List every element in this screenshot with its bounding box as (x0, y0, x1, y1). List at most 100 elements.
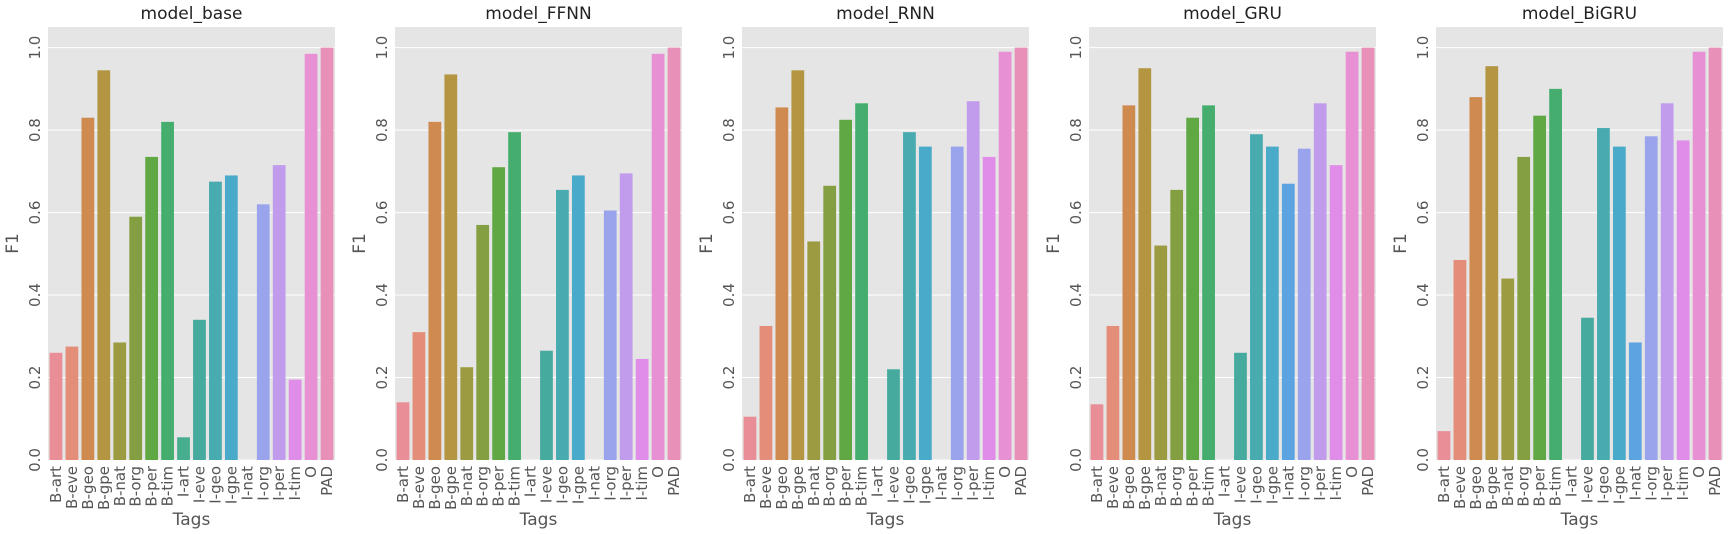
bar-I-org (1297, 148, 1311, 460)
bar-O (304, 53, 318, 461)
x-tick-label: O (1343, 466, 1361, 478)
x-tick-label: O (302, 466, 320, 478)
x-tick-label: I-tim (1674, 466, 1692, 501)
x-tick-label: B-tim (506, 466, 524, 506)
y-tick-label: 1.0 (373, 36, 391, 60)
bar-I-tim (635, 358, 649, 460)
x-tick-label: B-geo (1120, 466, 1138, 510)
x-tick-label: I-nat (585, 466, 603, 501)
x-tick-label: I-tim (633, 466, 651, 501)
bar-B-per (1186, 117, 1200, 460)
x-tick-label: I-geo (553, 466, 571, 504)
x-tick-label: I-gpe (916, 466, 934, 504)
bar-B-per (145, 156, 159, 460)
bar-I-geo (1250, 134, 1263, 460)
bar-B-org (823, 185, 837, 460)
x-tick-label: I-eve (884, 466, 902, 503)
x-tick-label: B-nat (805, 466, 823, 506)
x-tick-label: B-tim (853, 466, 871, 506)
y-tick-label: 0.6 (1067, 201, 1085, 225)
y-axis-label: F1 (1391, 233, 1411, 254)
y-tick-label: 0.4 (373, 283, 391, 307)
chart-panel-model_RNN: 0.00.20.40.60.81.0B-artB-eveB-geoB-gpeB-… (697, 4, 1030, 530)
x-tick-label: B-art (1088, 466, 1106, 503)
x-tick-label: I-eve (1231, 466, 1249, 503)
bar-B-nat (460, 367, 474, 460)
x-tick-label: I-nat (1626, 466, 1644, 501)
x-tick-label: B-tim (159, 466, 177, 506)
bar-B-eve (1106, 325, 1120, 460)
x-tick-label: I-eve (190, 466, 208, 503)
bar-B-art (743, 416, 757, 460)
bar-B-nat (1154, 245, 1168, 460)
bar-I-nat (1628, 342, 1642, 460)
bar-B-geo (81, 117, 95, 460)
bar-B-eve (1453, 259, 1467, 460)
x-tick-label: B-gpe (789, 466, 807, 510)
chart-panel-model_BiGRU: 0.00.20.40.60.81.0B-artB-eveB-geoB-gpeB-… (1391, 4, 1724, 530)
chart-title: model_RNN (836, 4, 935, 24)
bar-B-art (396, 402, 410, 460)
bar-B-eve (759, 325, 773, 460)
y-tick-label: 0.0 (1414, 448, 1432, 472)
x-tick-label: I-per (964, 465, 982, 501)
y-tick-label: 1.0 (1414, 36, 1432, 60)
x-tick-label: I-art (522, 466, 540, 497)
y-tick-label: 0.2 (720, 366, 738, 390)
bar-B-gpe (791, 70, 805, 461)
bar-B-org (1170, 189, 1184, 460)
bar-O (1345, 51, 1359, 460)
bar-I-per (619, 173, 633, 460)
y-tick-label: 0.2 (1414, 366, 1432, 390)
bar-I-gpe (571, 175, 585, 460)
x-axis-label: Tags (1213, 510, 1252, 530)
x-tick-label: O (996, 466, 1014, 478)
bar-I-eve (887, 369, 900, 460)
bar-B-eve (65, 346, 79, 460)
chart-title: model_base (141, 4, 243, 24)
y-axis-label: F1 (1044, 233, 1064, 254)
x-axis-label: Tags (172, 510, 211, 530)
bar-B-nat (1501, 278, 1515, 460)
x-tick-label: B-org (127, 466, 145, 507)
y-tick-label: 0.8 (720, 118, 738, 142)
y-tick-label: 0.2 (373, 366, 391, 390)
y-tick-label: 0.0 (1067, 448, 1085, 472)
y-tick-label: 0.8 (1414, 118, 1432, 142)
x-tick-label: B-nat (458, 466, 476, 506)
x-tick-label: B-art (47, 466, 65, 503)
bar-I-geo (556, 189, 569, 460)
bar-B-per (1533, 115, 1547, 461)
chart-title: model_BiGRU (1522, 4, 1637, 24)
x-tick-label: I-nat (1279, 466, 1297, 501)
bar-B-org (476, 224, 490, 460)
bar-I-org (256, 204, 270, 460)
bar-I-org (1644, 136, 1658, 460)
bar-I-per (1660, 103, 1674, 461)
bar-I-gpe (918, 146, 932, 461)
y-tick-label: 0.0 (720, 448, 738, 472)
bar-I-per (272, 165, 286, 460)
y-tick-label: 0.2 (26, 366, 44, 390)
y-tick-label: 1.0 (26, 36, 44, 60)
chart-panel-model_FFNN: 0.00.20.40.60.81.0B-artB-eveB-geoB-gpeB-… (350, 4, 683, 530)
x-tick-label: B-gpe (1483, 466, 1501, 510)
bar-PAD (1014, 47, 1028, 460)
bar-B-tim (855, 103, 868, 461)
y-tick-label: 0.4 (720, 283, 738, 307)
x-tick-label: I-eve (1578, 466, 1596, 503)
x-tick-label: B-org (1168, 466, 1186, 507)
bar-B-art (1090, 404, 1104, 460)
x-tick-label: I-gpe (1263, 466, 1281, 504)
x-tick-label: I-per (1311, 465, 1329, 501)
bar-B-tim (508, 132, 521, 460)
bar-I-geo (1597, 128, 1610, 461)
x-tick-label: PAD (1706, 466, 1724, 496)
plot-background (395, 27, 682, 460)
bar-B-per (492, 167, 506, 460)
x-tick-label: PAD (318, 466, 336, 496)
bar-PAD (667, 47, 681, 460)
y-tick-label: 0.6 (1414, 201, 1432, 225)
y-axis-label: F1 (697, 233, 717, 254)
